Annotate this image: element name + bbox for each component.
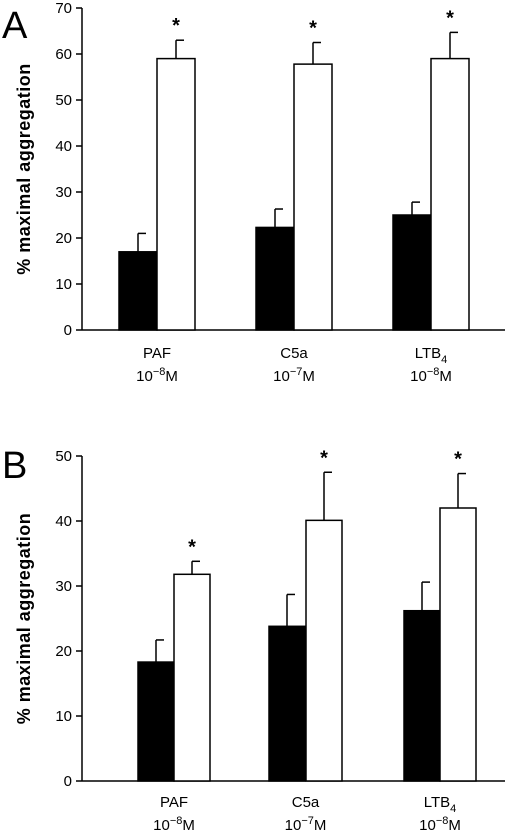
concentration-label: 10−8M — [136, 366, 178, 385]
y-tick-label: 0 — [64, 322, 72, 339]
bar — [118, 251, 158, 331]
panel-label: B — [2, 445, 27, 487]
y-tick-label: 30 — [55, 184, 72, 201]
y-tick-label: 20 — [55, 643, 72, 660]
y-axis-label: % maximal aggregation — [14, 513, 34, 725]
y-tick-label: 70 — [55, 0, 72, 17]
concentration-label: 10−8M — [410, 366, 452, 385]
bar — [173, 573, 211, 782]
y-tick-label: 50 — [55, 448, 72, 465]
y-tick-label: 10 — [55, 708, 72, 725]
panel-b: B 0 10 20 30 40 50 % maximal aggregation * PAF 10−… — [2, 445, 505, 834]
bar — [293, 63, 333, 331]
significance-star: * — [309, 18, 317, 40]
concentration-label: 10−8M — [153, 815, 195, 834]
category-label: LTB4 — [415, 345, 448, 366]
significance-star: * — [454, 449, 462, 471]
y-tick-label: 40 — [55, 513, 72, 530]
concentration-label: 10−7M — [285, 815, 327, 834]
y-tick-label: 0 — [64, 773, 72, 790]
category-label: PAF — [160, 794, 188, 811]
concentration-label: 10−7M — [273, 366, 315, 385]
panel-label: A — [2, 5, 28, 47]
y-tick-label: 20 — [55, 230, 72, 247]
y-axis-label: % maximal aggregation — [14, 63, 34, 275]
bar — [255, 226, 295, 331]
bar — [268, 625, 306, 782]
bar — [305, 519, 343, 782]
y-tick-label: 60 — [55, 46, 72, 63]
panel-a: A 0 10 20 30 40 50 60 70 % maximal aggregation * PA… — [2, 0, 505, 385]
y-tick-label: 50 — [55, 92, 72, 109]
bar — [430, 57, 470, 331]
bar — [156, 57, 196, 331]
significance-star: * — [446, 7, 454, 29]
significance-star: * — [320, 447, 328, 469]
y-tick-label: 10 — [55, 276, 72, 293]
y-tick-label: 30 — [55, 578, 72, 595]
category-label: C5a — [280, 345, 308, 362]
category-label: PAF — [143, 345, 171, 362]
category-label: C5a — [292, 794, 320, 811]
bar — [137, 661, 175, 782]
significance-star: * — [172, 15, 180, 37]
concentration-label: 10−8M — [419, 815, 461, 834]
category-label: LTB4 — [424, 794, 457, 815]
bar — [392, 214, 432, 331]
bar — [439, 507, 477, 782]
significance-star: * — [188, 536, 196, 558]
bar — [403, 609, 441, 782]
y-tick-label: 40 — [55, 138, 72, 155]
